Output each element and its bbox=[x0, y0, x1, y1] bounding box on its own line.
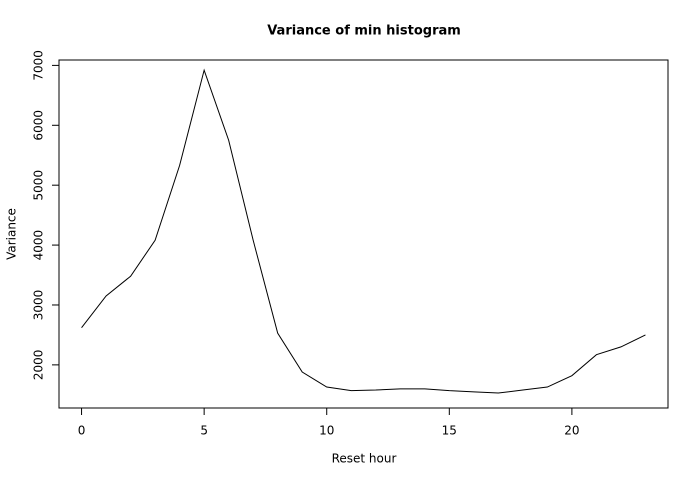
y-tick-label: 2000 bbox=[32, 350, 46, 381]
y-tick-label: 3000 bbox=[32, 290, 46, 321]
y-tick-label: 6000 bbox=[32, 110, 46, 141]
y-tick-label: 4000 bbox=[32, 230, 46, 261]
x-tick-label: 10 bbox=[319, 424, 334, 438]
y-tick-label: 5000 bbox=[32, 170, 46, 201]
x-tick-label: 20 bbox=[564, 424, 579, 438]
x-tick-label: 5 bbox=[200, 424, 208, 438]
x-tick-label: 15 bbox=[442, 424, 457, 438]
chart-title: Variance of min histogram bbox=[267, 24, 461, 39]
x-axis-label: Reset hour bbox=[332, 452, 397, 466]
x-tick-label: 0 bbox=[78, 424, 86, 438]
y-axis-label: Variance bbox=[5, 208, 19, 260]
y-tick-label: 7000 bbox=[32, 50, 46, 81]
data-line bbox=[81, 68, 646, 394]
